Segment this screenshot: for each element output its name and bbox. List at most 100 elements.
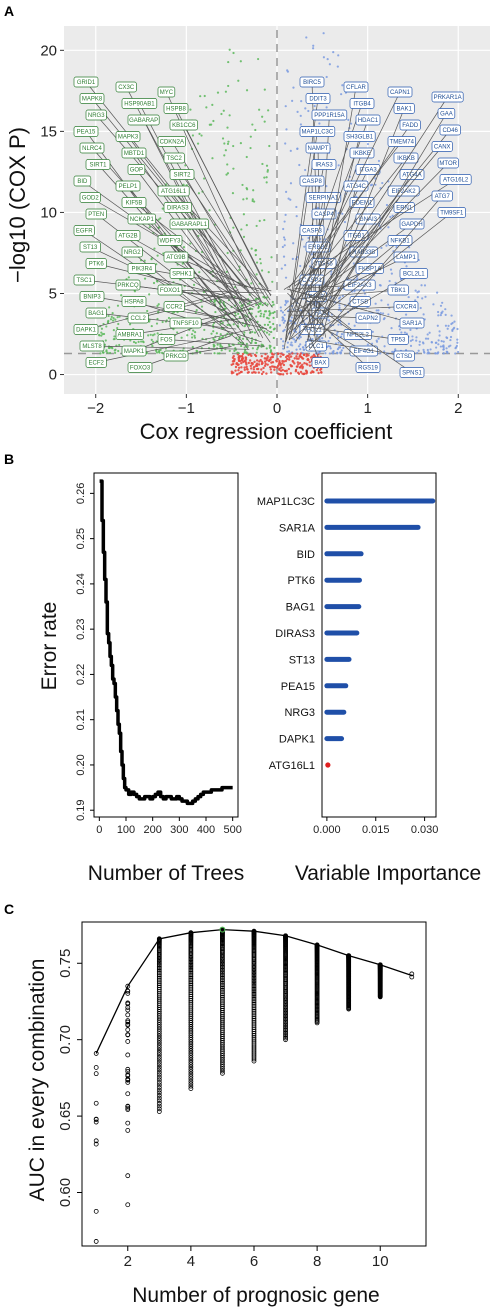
auc-point xyxy=(283,1032,288,1038)
auc-x-tick-label: 8 xyxy=(313,1253,321,1270)
volcano-point xyxy=(240,370,243,374)
volcano-label-box xyxy=(299,126,336,137)
auc-x-axis-title: Number of prognosic gene xyxy=(132,1284,379,1307)
volcano-point xyxy=(107,314,110,318)
volcano-point xyxy=(284,276,288,279)
volcano-point xyxy=(337,341,340,344)
volcano-gene-label: TBK1 xyxy=(391,288,407,294)
volcano-point xyxy=(303,361,306,365)
volcano-point xyxy=(252,365,256,369)
volcano-y-tick-label: 0 xyxy=(49,367,57,384)
volcano-gene-label: BAG1 xyxy=(88,311,105,317)
auc-point xyxy=(251,983,257,989)
volcano-point xyxy=(340,349,343,352)
volcano-point xyxy=(243,368,246,371)
volcano-point xyxy=(113,351,117,354)
volcano-point xyxy=(268,320,271,324)
volcano-point xyxy=(223,154,226,157)
importance-category-label: ST13 xyxy=(289,654,315,666)
auc-point xyxy=(156,1067,162,1073)
volcano-label-box xyxy=(431,141,453,152)
auc-y-tick-label: 0.75 xyxy=(57,949,74,978)
volcano-point xyxy=(352,262,355,265)
volcano-point xyxy=(278,368,281,371)
auc-point xyxy=(156,1098,162,1104)
auc-point xyxy=(251,994,257,1000)
volcano-label-leader xyxy=(287,292,369,368)
volcano-gene-label: TMEM74 xyxy=(390,140,415,146)
volcano-point xyxy=(281,368,284,372)
volcano-gene-label: MBTD1 xyxy=(124,151,145,157)
volcano-point xyxy=(146,309,149,313)
auc-point xyxy=(188,982,194,988)
volcano-point xyxy=(258,108,261,111)
volcano-label-box xyxy=(73,175,92,187)
volcano-gene-label: BCL2L1 xyxy=(403,272,425,278)
volcano-point xyxy=(236,373,239,376)
volcano-point xyxy=(441,301,444,304)
volcano-point xyxy=(161,207,164,210)
volcano-point xyxy=(240,344,243,348)
volcano-point xyxy=(265,164,269,167)
volcano-point xyxy=(239,60,242,63)
volcano-point xyxy=(312,44,315,47)
volcano-point xyxy=(290,364,294,368)
volcano-point xyxy=(191,134,195,137)
volcano-point xyxy=(176,331,179,334)
volcano-point xyxy=(279,306,282,309)
error-rate-plot-frame xyxy=(93,472,239,818)
auc-point xyxy=(283,1035,288,1041)
auc-point xyxy=(283,1027,288,1033)
volcano-point xyxy=(430,341,434,344)
volcano-point xyxy=(260,368,263,371)
volcano-point xyxy=(353,290,356,293)
volcano-label-box xyxy=(157,86,176,98)
volcano-point xyxy=(280,366,283,369)
volcano-point xyxy=(193,334,196,337)
volcano-point xyxy=(328,319,331,322)
volcano-point xyxy=(409,339,413,342)
volcano-point xyxy=(212,324,215,327)
volcano-point xyxy=(269,345,272,348)
volcano-label-leader xyxy=(293,256,407,312)
volcano-label-box xyxy=(387,284,409,296)
volcano-point xyxy=(181,262,184,265)
volcano-point xyxy=(182,183,185,186)
variable-importance-plot-frame xyxy=(321,472,437,818)
volcano-point xyxy=(223,142,226,145)
volcano-label-box xyxy=(157,185,190,197)
volcano-point xyxy=(421,297,424,300)
volcano-label-box xyxy=(163,251,189,263)
volcano-gene-label: BIRC5 xyxy=(303,80,321,86)
volcano-gene-label: BAK1 xyxy=(397,107,413,113)
volcano-point xyxy=(212,330,215,333)
volcano-point xyxy=(444,324,448,327)
volcano-point xyxy=(456,327,459,331)
auc-point xyxy=(156,1047,162,1053)
volcano-point xyxy=(439,345,442,348)
volcano-point xyxy=(366,343,369,346)
volcano-label-box xyxy=(115,180,141,192)
volcano-point xyxy=(239,249,242,252)
volcano-gene-label: PEA15 xyxy=(77,130,96,136)
volcano-point xyxy=(289,198,292,201)
volcano-point xyxy=(232,51,235,55)
volcano-label-box xyxy=(163,301,185,312)
auc-point xyxy=(188,1048,194,1054)
volcano-gene-label: TM9SF1 xyxy=(440,211,464,217)
volcano-gene-labels: GRID1 MAPK8 NRG3 PEA15 NLRC4 SIRT1 BID GOD2 PTEN… xyxy=(73,76,472,378)
volcano-point xyxy=(263,218,266,222)
volcano-point xyxy=(301,367,304,370)
volcano-label-box xyxy=(79,93,105,104)
volcano-point xyxy=(190,336,194,339)
auc-best-point xyxy=(219,926,226,933)
volcano-point xyxy=(436,352,439,355)
volcano-label-box xyxy=(393,103,415,114)
volcano-point xyxy=(186,334,189,337)
volcano-label-leader xyxy=(289,96,448,341)
volcano-label-box xyxy=(343,180,369,192)
volcano-x-axis-title: Cox regression coefficient xyxy=(140,419,393,444)
volcano-point xyxy=(245,342,248,345)
volcano-point xyxy=(237,356,240,359)
volcano-point xyxy=(284,355,288,359)
